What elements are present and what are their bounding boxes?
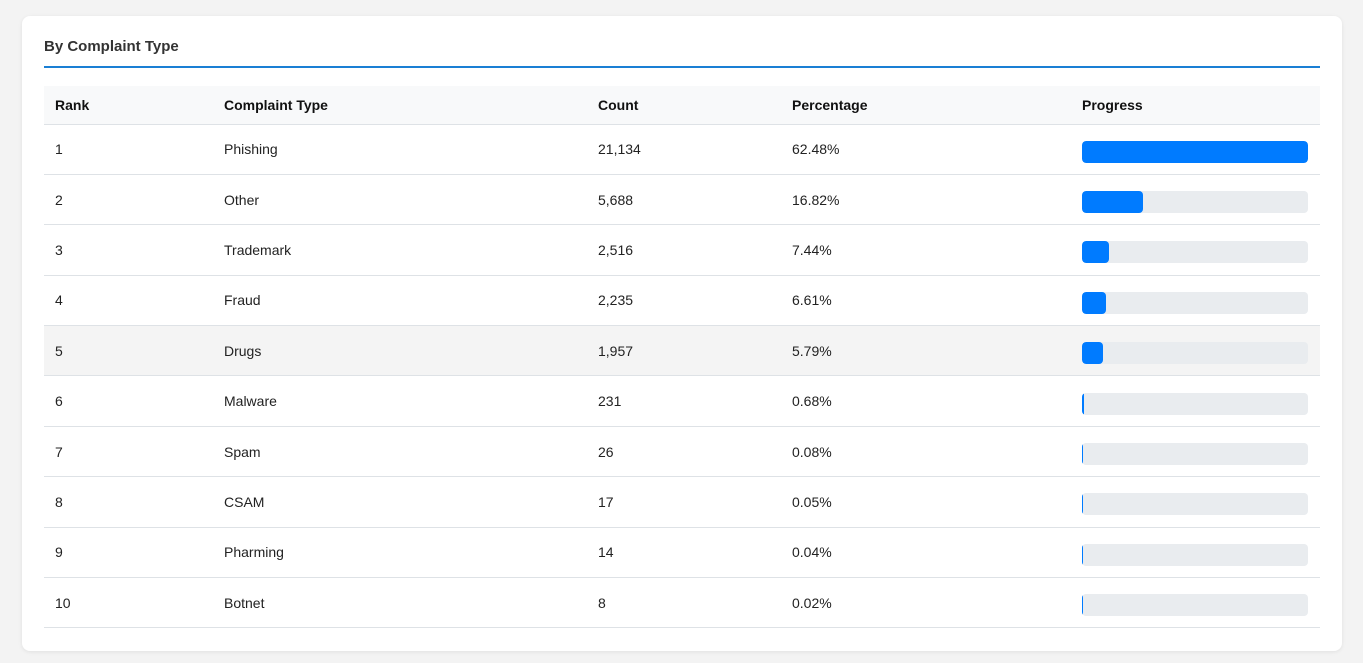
progress-bar bbox=[1082, 342, 1308, 365]
table-row[interactable]: 8 CSAM 17 0.05% bbox=[44, 476, 1320, 528]
table-row[interactable]: 3 Trademark 2,516 7.44% bbox=[44, 224, 1320, 276]
progress-bar-fill bbox=[1082, 241, 1109, 264]
cell-count: 26 bbox=[587, 426, 781, 478]
cell-percentage: 7.44% bbox=[781, 224, 1071, 276]
progress-bar-fill bbox=[1082, 291, 1106, 314]
progress-bar-fill bbox=[1082, 594, 1084, 617]
cell-complaint-type: Fraud bbox=[213, 275, 587, 327]
cell-complaint-type: Phishing bbox=[213, 124, 587, 175]
table-header-row: Rank Complaint Type Count Percentage Pro… bbox=[44, 86, 1320, 125]
cell-rank: 6 bbox=[44, 375, 213, 427]
cell-count: 231 bbox=[587, 375, 781, 427]
cell-progress bbox=[1071, 577, 1320, 629]
cell-complaint-type: Other bbox=[213, 174, 587, 226]
table-row[interactable]: 1 Phishing 21,134 62.48% bbox=[44, 124, 1320, 175]
cell-rank: 7 bbox=[44, 426, 213, 478]
progress-bar bbox=[1082, 543, 1308, 566]
title-divider bbox=[44, 66, 1320, 68]
header-complaint-type: Complaint Type bbox=[213, 86, 587, 125]
cell-complaint-type: Pharming bbox=[213, 527, 587, 579]
cell-rank: 10 bbox=[44, 577, 213, 629]
progress-bar-fill bbox=[1082, 342, 1103, 365]
cell-percentage: 16.82% bbox=[781, 174, 1071, 226]
cell-percentage: 6.61% bbox=[781, 275, 1071, 327]
cell-count: 5,688 bbox=[587, 174, 781, 226]
cell-count: 8 bbox=[587, 577, 781, 629]
progress-bar bbox=[1082, 443, 1308, 466]
cell-complaint-type: Spam bbox=[213, 426, 587, 478]
cell-count: 14 bbox=[587, 527, 781, 579]
header-rank: Rank bbox=[44, 86, 213, 125]
progress-bar-fill bbox=[1082, 543, 1084, 566]
cell-count: 2,235 bbox=[587, 275, 781, 327]
progress-bar bbox=[1082, 594, 1308, 617]
cell-complaint-type: CSAM bbox=[213, 476, 587, 528]
cell-progress bbox=[1071, 224, 1320, 276]
header-percentage: Percentage bbox=[781, 86, 1071, 125]
progress-bar-fill bbox=[1082, 493, 1084, 516]
cell-progress bbox=[1071, 325, 1320, 377]
cell-rank: 1 bbox=[44, 124, 213, 175]
cell-percentage: 0.05% bbox=[781, 476, 1071, 528]
progress-bar bbox=[1082, 191, 1308, 214]
table-row[interactable]: 6 Malware 231 0.68% bbox=[44, 375, 1320, 427]
header-count: Count bbox=[587, 86, 781, 125]
cell-count: 17 bbox=[587, 476, 781, 528]
card-title: By Complaint Type bbox=[44, 38, 179, 55]
cell-rank: 3 bbox=[44, 224, 213, 276]
complaint-type-table: Rank Complaint Type Count Percentage Pro… bbox=[44, 86, 1320, 629]
table-row[interactable]: 7 Spam 26 0.08% bbox=[44, 426, 1320, 478]
cell-count: 21,134 bbox=[587, 124, 781, 175]
cell-rank: 4 bbox=[44, 275, 213, 327]
header-progress: Progress bbox=[1071, 86, 1320, 125]
cell-rank: 9 bbox=[44, 527, 213, 579]
cell-progress bbox=[1071, 174, 1320, 226]
progress-bar bbox=[1082, 493, 1308, 516]
table-row[interactable]: 10 Botnet 8 0.02% bbox=[44, 577, 1320, 629]
table-row[interactable]: 2 Other 5,688 16.82% bbox=[44, 174, 1320, 226]
cell-rank: 2 bbox=[44, 174, 213, 226]
progress-bar bbox=[1082, 291, 1308, 314]
progress-bar-fill bbox=[1082, 443, 1084, 466]
table-row[interactable]: 4 Fraud 2,235 6.61% bbox=[44, 275, 1320, 327]
cell-percentage: 0.08% bbox=[781, 426, 1071, 478]
cell-complaint-type: Drugs bbox=[213, 325, 587, 377]
progress-bar bbox=[1082, 140, 1308, 163]
table-row[interactable]: 9 Pharming 14 0.04% bbox=[44, 527, 1320, 579]
cell-count: 1,957 bbox=[587, 325, 781, 377]
cell-progress bbox=[1071, 124, 1320, 175]
progress-bar-fill bbox=[1082, 140, 1308, 163]
cell-rank: 5 bbox=[44, 325, 213, 377]
cell-complaint-type: Botnet bbox=[213, 577, 587, 629]
cell-rank: 8 bbox=[44, 476, 213, 528]
cell-percentage: 62.48% bbox=[781, 124, 1071, 175]
table-header: Rank Complaint Type Count Percentage Pro… bbox=[44, 86, 1320, 125]
cell-progress bbox=[1071, 527, 1320, 579]
progress-bar bbox=[1082, 392, 1308, 415]
progress-bar bbox=[1082, 241, 1308, 264]
table-body: 1 Phishing 21,134 62.48% 2 Other 5,688 16.82% 3 T… bbox=[44, 124, 1320, 629]
cell-count: 2,516 bbox=[587, 224, 781, 276]
complaint-type-card: By Complaint Type Rank Complaint Type Co… bbox=[22, 16, 1342, 651]
progress-bar-fill bbox=[1082, 392, 1085, 415]
cell-percentage: 0.02% bbox=[781, 577, 1071, 629]
cell-percentage: 0.04% bbox=[781, 527, 1071, 579]
cell-percentage: 5.79% bbox=[781, 325, 1071, 377]
cell-progress bbox=[1071, 476, 1320, 528]
cell-percentage: 0.68% bbox=[781, 375, 1071, 427]
cell-progress bbox=[1071, 375, 1320, 427]
progress-bar-fill bbox=[1082, 191, 1143, 214]
cell-complaint-type: Malware bbox=[213, 375, 587, 427]
cell-progress bbox=[1071, 275, 1320, 327]
cell-complaint-type: Trademark bbox=[213, 224, 587, 276]
cell-progress bbox=[1071, 426, 1320, 478]
table-row[interactable]: 5 Drugs 1,957 5.79% bbox=[44, 325, 1320, 377]
